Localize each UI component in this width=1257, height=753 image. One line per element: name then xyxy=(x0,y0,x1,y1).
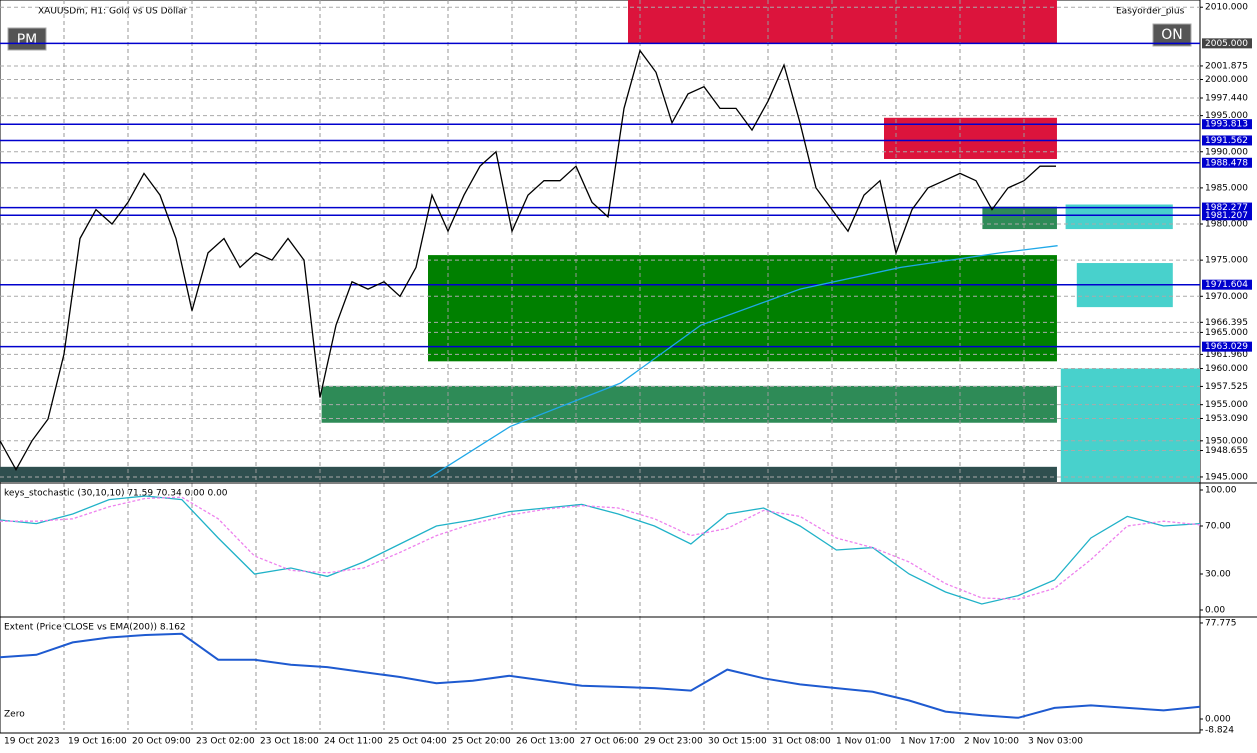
y-tick-label: 1953.090 xyxy=(1205,414,1248,424)
zone xyxy=(1065,204,1173,230)
y-tick-label: 1945.000 xyxy=(1205,472,1248,482)
x-tick-label: 25 Oct 20:00 xyxy=(452,737,511,747)
x-tick-label: 26 Oct 13:00 xyxy=(516,737,575,747)
x-tick-label: 3 Nov 03:00 xyxy=(1028,737,1083,747)
level-label-box xyxy=(1202,279,1252,290)
level-label-box xyxy=(1202,119,1252,130)
x-tick-label: 29 Oct 23:00 xyxy=(644,737,703,747)
level-label-box xyxy=(1202,38,1252,49)
x-tick-label: 20 Oct 09:00 xyxy=(132,737,191,747)
y-tick-label: 1995.000 xyxy=(1205,111,1248,121)
series-line xyxy=(0,495,1201,605)
zone xyxy=(982,206,1057,230)
y-tick-label: 1966.395 xyxy=(1205,318,1248,328)
series-line xyxy=(0,632,1201,719)
y-tick-label: 1965.000 xyxy=(1205,328,1248,338)
indicator-title: keys_stochastic (30,10,10) 71.59 70.34 0… xyxy=(4,489,228,499)
y-tick-label: -8.824 xyxy=(1205,725,1234,735)
y-tick-label: 1955.000 xyxy=(1205,400,1248,410)
y-tick-label: 70.00 xyxy=(1205,522,1231,532)
on-button-label[interactable]: ON xyxy=(1161,27,1183,43)
y-tick-label: 1950.000 xyxy=(1205,436,1248,446)
zone xyxy=(428,255,1057,362)
y-tick-label: 0.00 xyxy=(1205,606,1225,616)
level-label-box xyxy=(1202,135,1252,146)
y-tick-label: 2010.000 xyxy=(1205,3,1248,13)
level-label-box xyxy=(1202,202,1252,213)
x-tick-label: 27 Oct 06:00 xyxy=(580,737,639,747)
expert-name: Easyorder_plus xyxy=(1116,7,1185,17)
y-tick-label: 1948.655 xyxy=(1205,446,1248,456)
y-tick-label: 30.00 xyxy=(1205,570,1231,580)
zone xyxy=(628,0,1057,44)
x-tick-label: 2 Nov 10:00 xyxy=(964,737,1019,747)
pm-button-label[interactable]: PM xyxy=(17,32,38,48)
level-label-box xyxy=(1202,157,1252,168)
x-tick-label: 24 Oct 11:00 xyxy=(324,737,383,747)
zone xyxy=(0,466,1057,482)
y-tick-label: 2000.000 xyxy=(1205,75,1248,85)
y-tick-label: 2001.875 xyxy=(1205,61,1248,71)
x-tick-label: 1 Nov 17:00 xyxy=(900,737,955,747)
x-tick-label: 19 Oct 16:00 xyxy=(68,737,127,747)
x-tick-label: 1 Nov 01:00 xyxy=(836,737,891,747)
series-line xyxy=(0,49,1056,472)
level-label: 2005.000 xyxy=(1205,39,1248,49)
x-tick-label: 19 Oct 2023 xyxy=(4,737,60,747)
y-tick-label: 1985.000 xyxy=(1205,183,1248,193)
series-line xyxy=(0,496,1201,600)
level-label: 1991.562 xyxy=(1205,136,1248,146)
level-label-box xyxy=(1202,210,1252,221)
y-tick-label: 1990.000 xyxy=(1205,147,1248,157)
y-tick-label: 1980.000 xyxy=(1205,220,1248,230)
pm-button[interactable] xyxy=(7,27,47,51)
y-tick-label: 1975.000 xyxy=(1205,256,1248,266)
y-tick-label: 0.000 xyxy=(1205,715,1231,725)
level-label: 1993.813 xyxy=(1205,120,1248,130)
zero-label: Zero xyxy=(4,710,25,720)
x-tick-label: 23 Oct 18:00 xyxy=(260,737,319,747)
symbol-title: XAUUSDm, H1: Gold vs US Dollar xyxy=(38,7,188,17)
series-line xyxy=(430,245,1058,478)
on-button[interactable] xyxy=(1152,23,1192,47)
y-tick-label: 1957.525 xyxy=(1205,382,1248,392)
y-tick-label: 1960.000 xyxy=(1205,364,1248,374)
y-tick-label: 1970.000 xyxy=(1205,292,1248,302)
level-label: 1981.207 xyxy=(1205,211,1248,221)
level-label: 1982.277 xyxy=(1205,203,1248,213)
y-tick-label: 1997.440 xyxy=(1205,93,1248,103)
level-label: 1971.604 xyxy=(1205,280,1248,290)
x-tick-label: 23 Oct 02:00 xyxy=(196,737,255,747)
indicator-title: Extent (Price CLOSE vs EMA(200)) 8.162 xyxy=(4,623,186,633)
y-tick-label: 100.00 xyxy=(1205,486,1237,496)
y-tick-label: 77.775 xyxy=(1205,618,1237,628)
x-tick-label: 31 Oct 08:00 xyxy=(772,737,831,747)
level-label: 1963.029 xyxy=(1205,342,1248,352)
zone xyxy=(1060,368,1200,482)
x-tick-label: 25 Oct 04:00 xyxy=(388,737,447,747)
level-label: 1988.478 xyxy=(1205,158,1248,168)
x-tick-label: 30 Oct 15:00 xyxy=(708,737,767,747)
y-tick-label: 1961.960 xyxy=(1205,350,1248,360)
level-label-box xyxy=(1202,341,1252,352)
